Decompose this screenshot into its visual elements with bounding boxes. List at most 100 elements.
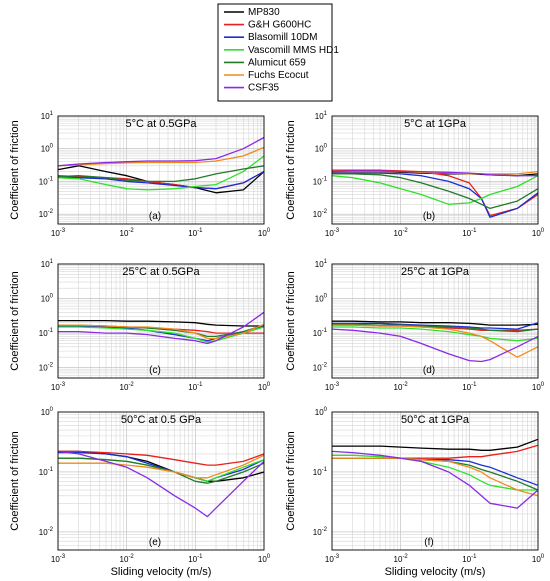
x-tick-label: 10-1 [188, 554, 203, 564]
x-tick-label: 10-1 [462, 554, 477, 564]
x-tick-label: 10-2 [394, 382, 409, 392]
x-tick-label: 10-3 [51, 228, 66, 238]
x-tick-label: 10-1 [462, 382, 477, 392]
x-tick-label: 100 [258, 554, 271, 564]
series-line [57, 450, 265, 518]
plot-frame [57, 411, 265, 551]
panel: 50°C at 0.5 GPa (e) 10-2 10-1 100 10-3 10-2 10-… [9, 407, 271, 564]
series-line [58, 311, 265, 345]
y-tick-label: 10-2 [313, 363, 328, 373]
legend-label: G&H G600HC [248, 20, 311, 31]
plot-area [58, 116, 264, 224]
grid [331, 116, 538, 225]
series-line [332, 172, 539, 218]
panel-letter: (f) [424, 537, 433, 548]
series-line [332, 323, 539, 333]
series-line [332, 457, 539, 497]
legend-label: Alumicut 659 [248, 57, 306, 68]
panel-title: 5°C at 0.5GPa [125, 118, 197, 130]
series-line [58, 450, 265, 466]
plot-frame [331, 115, 539, 225]
series-line [332, 169, 539, 217]
panel: 25°C at 0.5GPa (c) 10-2 10-1 100 101 10-3 10-2 1… [9, 259, 271, 392]
x-tick-label: 10-1 [188, 228, 203, 238]
series-line [332, 454, 538, 491]
series-line [332, 173, 539, 210]
y-tick-label: 100 [315, 294, 328, 304]
y-axis-label: Coefficient of friction [9, 120, 21, 219]
series-line [57, 165, 265, 183]
x-tick-label: 100 [532, 228, 545, 238]
x-axis-label: Sliding velocity (m/s) [111, 566, 212, 578]
x-tick-label: 10-1 [462, 228, 477, 238]
grid [57, 412, 264, 551]
y-tick-label: 10-1 [313, 467, 328, 477]
y-tick-label: 10-2 [39, 527, 54, 537]
x-tick-label: 10-2 [394, 228, 409, 238]
y-tick-label: 100 [41, 294, 54, 304]
legend-label: CSF35 [248, 83, 280, 94]
x-tick-label: 10-3 [325, 382, 340, 392]
panel-letter: (a) [149, 211, 161, 222]
y-tick-label: 10-1 [39, 467, 54, 477]
y-tick-label: 100 [41, 407, 54, 417]
y-tick-label: 101 [41, 259, 54, 269]
x-tick-label: 100 [532, 382, 545, 392]
plot-frame [331, 263, 539, 379]
series-line [57, 136, 265, 167]
panel-title: 50°C at 0.5 GPa [121, 414, 202, 426]
y-tick-label: 10-2 [313, 527, 328, 537]
y-tick-label: 100 [41, 144, 54, 154]
legend-box [217, 3, 333, 102]
x-tick-label: 10-2 [120, 382, 135, 392]
x-tick-label: 100 [258, 228, 271, 238]
x-tick-label: 10-3 [325, 554, 340, 564]
y-tick-label: 10-1 [39, 176, 54, 186]
y-axis-label: Coefficient of friction [285, 431, 297, 530]
panel-title: 50°C at 1GPa [401, 414, 470, 426]
panel: 50°C at 1GPa (f) 10-2 10-1 100 10-3 10-2 10-1 10… [285, 407, 545, 564]
y-tick-label: 100 [315, 144, 328, 154]
panels: 5°C at 0.5GPa (a) 10-2 10-1 100 101 10-3 10-2 10… [9, 111, 545, 578]
y-tick-label: 101 [41, 111, 54, 121]
x-tick-label: 10-3 [325, 228, 340, 238]
x-tick-label: 10-2 [120, 554, 135, 564]
panel-letter: (e) [149, 537, 161, 548]
y-tick-label: 10-2 [313, 209, 328, 219]
series-line [58, 326, 265, 343]
series-line [57, 146, 265, 167]
panel-letter: (d) [423, 365, 435, 376]
series-line [332, 322, 539, 330]
series-line [331, 328, 539, 363]
plot-frame [57, 115, 265, 225]
y-tick-label: 10-2 [39, 363, 54, 373]
series-line [332, 170, 539, 175]
series-line [332, 320, 539, 326]
series-line [332, 324, 539, 358]
y-axis-label: Coefficient of friction [285, 271, 297, 370]
panel: 5°C at 0.5GPa (a) 10-2 10-1 100 101 10-3 10-2 10… [9, 111, 271, 238]
plot-frame [331, 411, 539, 551]
y-axis-label: Coefficient of friction [9, 271, 21, 370]
panel-letter: (c) [149, 365, 161, 376]
x-tick-label: 100 [532, 554, 545, 564]
series-line [58, 454, 265, 479]
panel: 25°C at 1GPa (d) 10-2 10-1 100 101 10-3 10-2 10-… [285, 259, 545, 392]
y-tick-label: 10-1 [313, 176, 328, 186]
series-line [57, 155, 265, 191]
legend-label: Blasomill 10DM [248, 32, 317, 43]
x-tick-label: 10-2 [120, 228, 135, 238]
panel: 5°C at 1GPa (b) 10-2 10-1 100 101 10-3 10-2 10-1… [285, 111, 545, 238]
panel-letter: (b) [423, 211, 435, 222]
series-line [331, 450, 539, 509]
x-tick-label: 10-3 [51, 382, 66, 392]
y-tick-label: 10-2 [39, 209, 54, 219]
y-tick-label: 10-1 [39, 328, 54, 338]
series-line [57, 171, 265, 190]
legend-label: Vascomill MMS HD1 [248, 45, 339, 56]
y-tick-label: 10-1 [313, 328, 328, 338]
y-tick-label: 100 [315, 407, 328, 417]
x-tick-label: 10-1 [188, 382, 203, 392]
series-line [331, 175, 539, 205]
